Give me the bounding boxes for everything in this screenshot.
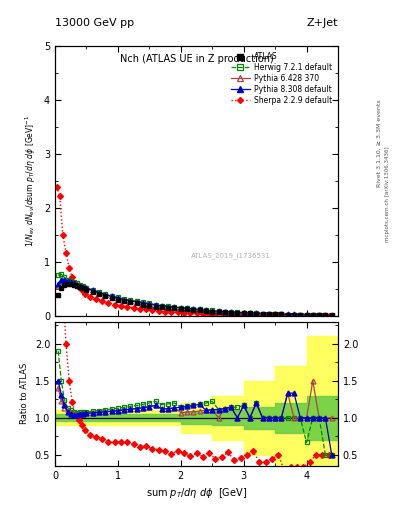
Legend: ATLAS, Herwig 7.2.1 default, Pythia 6.428 370, Pythia 8.308 default, Sherpa 2.2.: ATLAS, Herwig 7.2.1 default, Pythia 6.42… — [228, 50, 334, 107]
Text: ATLAS_2019_I1736531: ATLAS_2019_I1736531 — [191, 252, 271, 259]
Y-axis label: Ratio to ATLAS: Ratio to ATLAS — [20, 363, 29, 424]
Text: mcplots.cern.ch [arXiv:1306.3436]: mcplots.cern.ch [arXiv:1306.3436] — [385, 147, 389, 242]
X-axis label: sum $p_T/d\eta\ d\phi$  [GeV]: sum $p_T/d\eta\ d\phi$ [GeV] — [146, 486, 247, 500]
Y-axis label: $1/N_{\rm ev}\ dN_{\rm ev}/d{\rm sum}\ p_T/d\eta\ d\phi\ [{\rm GeV}]^{-1}$: $1/N_{\rm ev}\ dN_{\rm ev}/d{\rm sum}\ p… — [24, 115, 39, 247]
Text: Z+Jet: Z+Jet — [307, 18, 338, 28]
Text: Nch (ATLAS UE in Z production): Nch (ATLAS UE in Z production) — [119, 54, 274, 64]
Text: Rivet 3.1.10, ≥ 3.3M events: Rivet 3.1.10, ≥ 3.3M events — [377, 99, 382, 187]
Text: 13000 GeV pp: 13000 GeV pp — [55, 18, 134, 28]
